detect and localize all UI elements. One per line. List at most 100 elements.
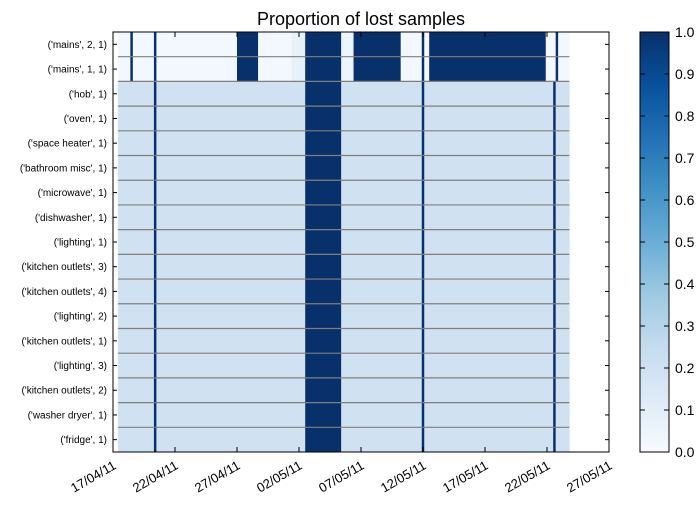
colorbar-step <box>640 412 669 415</box>
heatmap-cell <box>130 32 134 58</box>
colorbar-step <box>640 342 669 346</box>
heatmap-cell <box>156 180 306 206</box>
row-label: ('dishwasher', 1) <box>35 213 107 224</box>
colorbar-step <box>640 160 669 163</box>
colorbar-step <box>640 57 669 60</box>
row-label: ('mains', 1, 1) <box>48 65 107 76</box>
heatmap-cell <box>555 81 570 107</box>
heatmap-cell <box>305 303 342 329</box>
heatmap-cell <box>421 229 425 255</box>
heatmap-cell <box>156 106 306 132</box>
colorbar-step <box>640 107 669 111</box>
heatmap-cell <box>156 377 306 403</box>
heatmap-cell <box>553 353 556 379</box>
heatmap-cell <box>305 279 342 305</box>
heatmap-cell <box>305 377 342 403</box>
heatmap-cell <box>153 56 157 82</box>
colorbar-step <box>640 332 669 335</box>
heatmap-cell <box>421 402 425 428</box>
colorbar-step <box>640 344 669 348</box>
heatmap-cell <box>421 204 425 230</box>
colorbar-step <box>640 437 669 440</box>
heatmap-cell <box>553 303 556 329</box>
colorbar-step <box>640 183 669 186</box>
heatmap-cell <box>555 254 570 280</box>
heatmap-cell <box>117 303 155 329</box>
colorbar-step <box>640 254 669 258</box>
colorbar-step <box>640 65 669 69</box>
colorbar-step <box>640 46 669 50</box>
colorbar-step <box>640 74 669 77</box>
heatmap-cell <box>341 32 354 58</box>
colorbar-step <box>640 71 669 75</box>
colorbar-step <box>640 120 669 123</box>
heatmap-cell <box>153 155 157 181</box>
colorbar-step <box>640 34 669 37</box>
heatmap-cell <box>424 204 554 230</box>
heatmap-cell <box>153 377 157 403</box>
heatmap-cell <box>424 328 554 354</box>
colorbar-step <box>640 172 669 176</box>
heatmap-cell <box>291 32 306 58</box>
colorbar-step <box>640 372 669 375</box>
heatmap-cell <box>156 328 306 354</box>
heatmap-cell <box>424 254 554 280</box>
heatmap-cell <box>553 427 556 453</box>
heatmap-cell <box>424 402 554 428</box>
heatmap-cell <box>424 106 554 132</box>
colorbar-step <box>640 55 669 58</box>
colorbar-step <box>640 212 669 216</box>
colorbar-step <box>640 447 669 451</box>
colorbar-step <box>640 326 669 329</box>
heatmap-cell <box>117 155 155 181</box>
heatmap-cell <box>421 377 425 403</box>
colorbar-tick-label: 0.9 <box>675 66 695 82</box>
heatmap-cell <box>341 229 423 255</box>
heatmap-cell <box>153 427 157 453</box>
heatmap-cell <box>424 279 554 305</box>
colorbar-step <box>640 103 669 107</box>
heatmap-cell <box>555 204 570 230</box>
colorbar-step <box>640 384 669 388</box>
heatmap-cell <box>553 204 556 230</box>
heatmap-cell <box>555 427 570 453</box>
colorbar-step <box>640 439 669 443</box>
colorbar-step <box>640 229 669 233</box>
colorbar-step <box>640 48 669 52</box>
row-label: ('kitchen outlets', 3) <box>21 262 107 273</box>
colorbar-step <box>640 393 669 396</box>
heatmap-cell <box>305 402 342 428</box>
heatmap-cell <box>421 254 425 280</box>
colorbar-step <box>640 95 669 98</box>
heatmap-cell <box>341 130 423 156</box>
colorbar-step <box>640 126 669 130</box>
colorbar-step <box>640 443 669 447</box>
row-label: ('space heater', 1) <box>28 139 107 150</box>
colorbar-step <box>640 410 669 413</box>
colorbar-step <box>640 76 669 79</box>
colorbar-step <box>640 149 669 153</box>
colorbar-step <box>640 122 669 125</box>
colorbar-step <box>640 336 669 340</box>
colorbar-step <box>640 118 669 121</box>
heatmap-cell <box>553 279 556 305</box>
colorbar-step <box>640 223 669 226</box>
colorbar-step <box>640 86 669 90</box>
heatmap-cell <box>156 402 306 428</box>
colorbar-step <box>640 397 669 401</box>
heatmap-cell <box>421 106 425 132</box>
colorbar-step <box>640 231 669 235</box>
heatmap-cell <box>400 32 423 58</box>
heatmap-cell <box>237 32 259 58</box>
heatmap-cell <box>117 353 155 379</box>
colorbar-step <box>640 382 669 386</box>
colorbar-step <box>640 317 669 321</box>
colorbar-step <box>640 300 669 304</box>
colorbar-step <box>640 36 669 39</box>
x-tick-label: 07/05/11 <box>316 458 366 496</box>
colorbar-step <box>640 141 669 144</box>
heatmap-cell <box>421 32 425 58</box>
colorbar-tick-label: 0.5 <box>675 234 695 250</box>
heatmap-cell <box>258 56 292 82</box>
colorbar-step <box>640 378 669 382</box>
